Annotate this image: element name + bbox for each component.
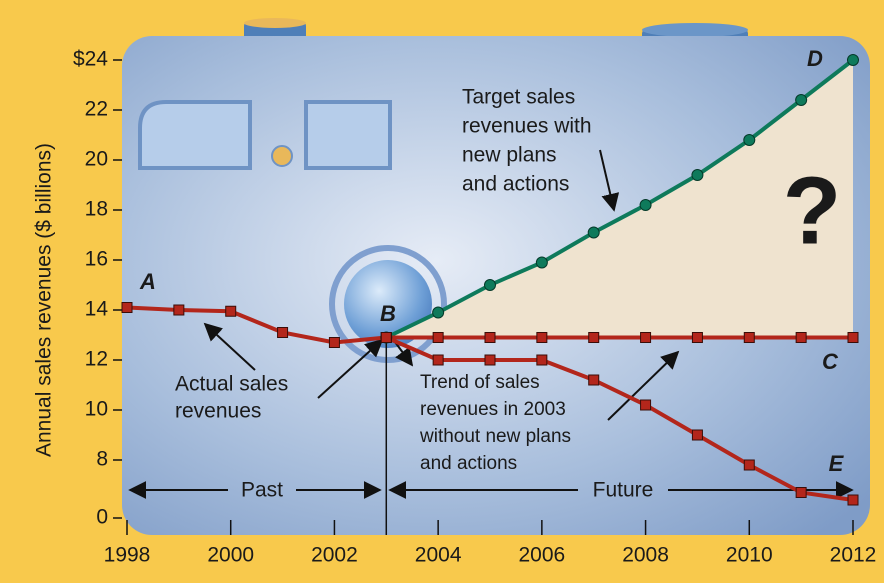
point <box>847 332 859 343</box>
point <box>484 279 496 291</box>
x-tick-label: 2012 <box>830 544 877 567</box>
series-line <box>385 58 855 340</box>
point <box>328 337 340 348</box>
y-tick-label: 16 <box>85 248 108 271</box>
point <box>380 332 392 343</box>
point <box>121 302 133 313</box>
y-tick-label: 20 <box>85 148 108 171</box>
x-tick-label: 1998 <box>104 544 151 567</box>
point <box>587 226 600 239</box>
y-tick-label: $24 <box>73 48 108 71</box>
point <box>536 354 548 366</box>
point-label: E <box>829 451 845 476</box>
point <box>640 399 652 411</box>
point <box>432 354 444 366</box>
y-axis-label: Annual sales revenues ($ billions) <box>33 143 56 457</box>
point <box>691 169 704 181</box>
point <box>225 305 237 317</box>
point <box>432 306 445 319</box>
annotation: new plans <box>462 144 557 167</box>
annotation: without new plans <box>419 426 571 447</box>
y-tick-label: 18 <box>85 198 108 221</box>
point-label: A <box>139 269 156 294</box>
point <box>277 327 289 338</box>
point <box>743 134 756 146</box>
annotation: revenues <box>175 400 261 423</box>
series-line <box>126 305 387 345</box>
point <box>639 199 652 211</box>
annotation: Future <box>593 479 654 502</box>
point <box>691 332 703 343</box>
series-line <box>385 335 854 502</box>
point <box>536 332 548 343</box>
point <box>588 374 600 386</box>
x-tick-label: 2002 <box>311 544 358 567</box>
point <box>743 332 755 343</box>
y-tick-label: 22 <box>85 98 108 121</box>
x-tick-label: 2004 <box>415 544 462 567</box>
point-label: C <box>822 349 839 374</box>
y-tick-label: 8 <box>96 448 108 471</box>
point <box>847 494 859 506</box>
x-tick-label: 2000 <box>207 544 254 567</box>
point <box>795 94 808 106</box>
point <box>795 487 807 498</box>
point <box>691 429 703 441</box>
annotation: revenues in 2003 <box>420 399 566 420</box>
point <box>432 332 444 343</box>
annotation: Target sales <box>462 86 575 109</box>
annotation: Past <box>241 479 283 502</box>
point <box>535 256 548 269</box>
point <box>588 332 600 343</box>
point-label: D <box>807 46 823 71</box>
gap-area <box>386 60 853 338</box>
point <box>640 332 652 343</box>
point <box>847 54 859 66</box>
y-tick-label: 14 <box>85 298 109 321</box>
arrows <box>128 149 854 499</box>
y-tick-label: 0 <box>96 506 108 529</box>
annotation: and actions <box>462 173 569 196</box>
annotation: Actual sales <box>175 373 288 396</box>
point-label: ? <box>783 157 842 264</box>
annotation: revenues with <box>462 115 592 138</box>
x-tick-label: 2010 <box>726 544 773 567</box>
y-tick-label: 10 <box>85 398 108 421</box>
y-tick-label: 12 <box>85 348 108 371</box>
annotation: Trend of sales <box>420 372 540 393</box>
x-tick-label: 2008 <box>622 544 669 567</box>
x-tick-label: 2006 <box>518 544 565 567</box>
point <box>743 459 755 471</box>
point-label: B <box>380 301 396 326</box>
point <box>484 354 496 366</box>
annotation: and actions <box>420 453 517 474</box>
point <box>484 332 496 343</box>
point <box>795 332 807 343</box>
point <box>173 304 185 316</box>
